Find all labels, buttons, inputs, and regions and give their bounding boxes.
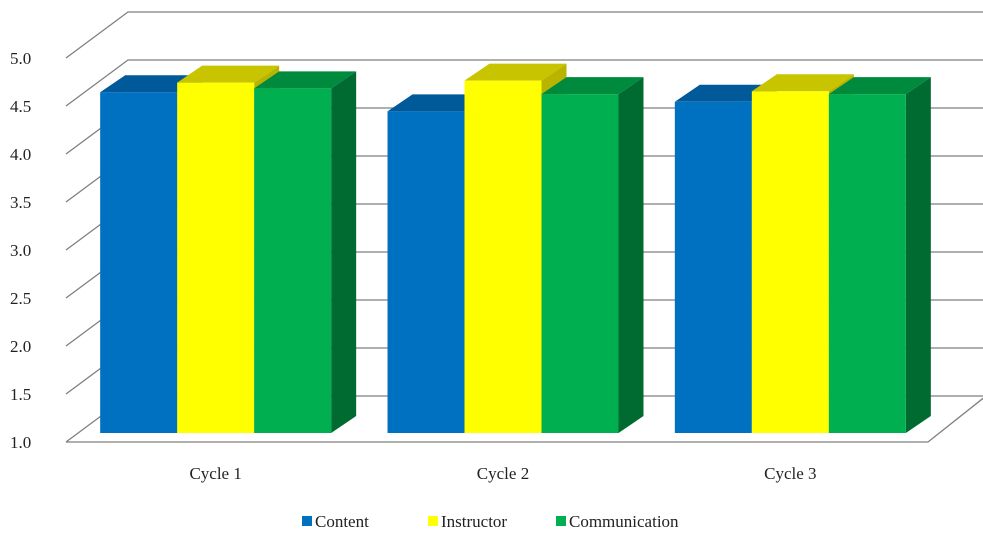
bar-front-face bbox=[541, 94, 619, 434]
bar-top-face bbox=[674, 84, 777, 102]
bar-top-face bbox=[464, 63, 567, 81]
bar-top-face bbox=[541, 77, 644, 95]
bar-front-face bbox=[674, 101, 752, 434]
bar-side-face bbox=[618, 77, 644, 434]
bar-top-face bbox=[828, 77, 931, 95]
bar-top-face bbox=[254, 71, 357, 89]
bar-front-face bbox=[100, 92, 178, 433]
x-axis-categories: Cycle 1 Cycle 2 Cycle 3 bbox=[189, 464, 816, 483]
legend-swatch bbox=[302, 516, 312, 526]
y-tick-label: 4.0 bbox=[10, 145, 31, 164]
y-tick-label: 2.5 bbox=[10, 289, 31, 308]
bar-communication-2 bbox=[541, 77, 644, 434]
bars bbox=[100, 63, 931, 434]
legend: Content Instructor Communication bbox=[302, 512, 679, 531]
x-category-label: Cycle 2 bbox=[477, 464, 529, 483]
gridline bbox=[65, 11, 983, 59]
y-axis-ticks: 1.0 1.5 2.0 2.5 3.0 3.5 4.0 4.5 5.0 bbox=[10, 49, 31, 452]
y-tick-label: 4.5 bbox=[10, 97, 31, 116]
y-tick-label: 1.0 bbox=[10, 433, 31, 452]
bar-front-face bbox=[387, 111, 465, 434]
legend-label: Communication bbox=[569, 512, 679, 531]
bar-top-face bbox=[387, 94, 490, 112]
y-tick-label: 3.0 bbox=[10, 241, 31, 260]
bar-side-face bbox=[905, 77, 931, 434]
y-tick-label: 3.5 bbox=[10, 193, 31, 212]
bar-front-face bbox=[828, 94, 906, 434]
y-tick-label: 1.5 bbox=[10, 385, 31, 404]
bar-top-face bbox=[100, 75, 203, 93]
floor-edge bbox=[66, 397, 983, 443]
x-category-label: Cycle 1 bbox=[189, 464, 241, 483]
x-category-label: Cycle 3 bbox=[764, 464, 816, 483]
legend-label: Instructor bbox=[441, 512, 507, 531]
gridline bbox=[65, 59, 983, 107]
y-tick-label: 2.0 bbox=[10, 337, 31, 356]
bar-communication-1 bbox=[254, 71, 357, 434]
bar-front-face bbox=[177, 82, 255, 433]
bar-top-face bbox=[177, 65, 280, 83]
bar-front-face bbox=[751, 91, 829, 434]
y-tick-label: 5.0 bbox=[10, 49, 31, 68]
legend-swatch bbox=[556, 516, 566, 526]
bar-front-face bbox=[464, 80, 542, 434]
bar-communication-3 bbox=[828, 77, 931, 434]
legend-swatch bbox=[428, 516, 438, 526]
bar-side-face bbox=[331, 71, 357, 434]
bar-top-face bbox=[751, 74, 854, 92]
bar-front-face bbox=[254, 88, 332, 434]
legend-label: Content bbox=[315, 512, 369, 531]
